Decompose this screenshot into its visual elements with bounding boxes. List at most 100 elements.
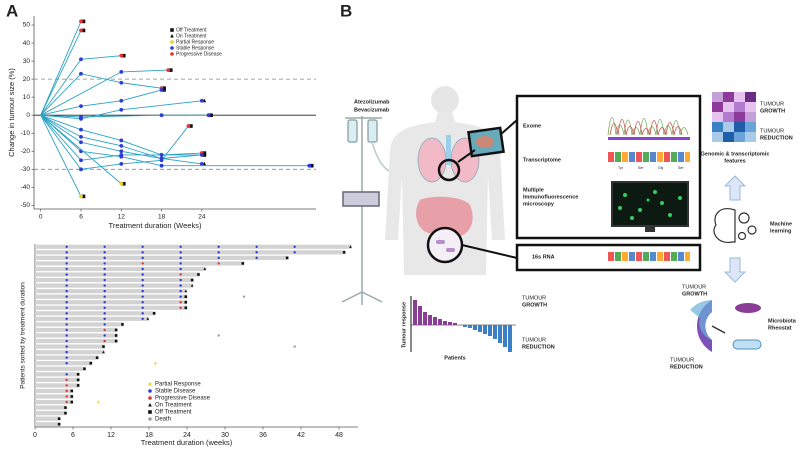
end-marker <box>83 367 86 371</box>
omics-label: Transcriptome <box>523 157 561 163</box>
progressive-marker <box>103 328 106 332</box>
x-tick-label: 12 <box>118 214 126 221</box>
status-marker <box>81 19 86 24</box>
legend-label: Partial Response <box>155 382 201 388</box>
legend-label: Progressive Disease <box>155 396 211 402</box>
patient-line <box>40 30 82 116</box>
x-tick-label: 6 <box>71 432 75 439</box>
drug-label: Atezolizumab <box>354 99 390 105</box>
bar <box>35 327 118 333</box>
stable-marker <box>103 301 106 304</box>
stable-marker <box>179 245 182 248</box>
status-marker <box>189 124 193 128</box>
stable-marker <box>141 284 144 287</box>
end-marker <box>76 373 80 376</box>
data-point <box>119 152 124 157</box>
data-point <box>186 124 191 128</box>
stable-marker <box>103 306 106 309</box>
data-point <box>79 115 83 119</box>
bar <box>35 300 187 305</box>
stable-marker <box>293 251 296 254</box>
stable-marker <box>141 267 144 271</box>
stable-marker <box>65 284 68 287</box>
status-marker <box>202 153 207 157</box>
x-tick-label: 36 <box>259 432 267 439</box>
stable-marker <box>293 245 296 248</box>
stable-marker <box>179 256 182 260</box>
stable-marker <box>141 251 144 254</box>
bar <box>35 311 156 316</box>
annotation: REDUCTION <box>522 344 555 350</box>
end-marker <box>184 300 188 304</box>
legend-label: Death <box>155 417 171 423</box>
end-marker <box>95 356 99 359</box>
stable-marker <box>65 289 68 293</box>
data-point <box>79 104 83 109</box>
codon: Ser <box>638 166 644 170</box>
stable-marker <box>141 278 144 282</box>
axis-label: Patients <box>444 355 465 361</box>
x-tick-label: 0 <box>33 432 37 439</box>
data-point <box>79 71 83 76</box>
patient-line <box>40 115 82 197</box>
x-tick-label: 30 <box>221 432 229 439</box>
caption: Rheostat <box>768 325 792 331</box>
end-marker <box>102 345 105 348</box>
data-point <box>79 158 83 163</box>
data-point <box>119 143 124 148</box>
legend-marker <box>170 46 174 50</box>
bar <box>35 422 61 427</box>
data-point <box>199 98 204 103</box>
stable-marker <box>65 339 68 343</box>
bar <box>35 416 61 421</box>
bar <box>35 272 200 277</box>
end-marker <box>102 350 105 354</box>
stable-marker <box>65 267 68 271</box>
stable-marker <box>65 350 68 354</box>
end-marker <box>146 317 150 320</box>
x-tick-label: 12 <box>107 432 115 439</box>
bar <box>35 350 105 355</box>
stable-marker <box>103 267 106 271</box>
stable-marker <box>179 278 182 282</box>
bar <box>35 377 80 382</box>
panel-label: B <box>340 1 352 20</box>
status-marker <box>209 113 213 118</box>
stable-marker <box>103 317 106 321</box>
legend-marker <box>148 396 152 400</box>
end-marker <box>184 306 188 310</box>
bar <box>35 383 80 388</box>
data-point <box>119 162 124 166</box>
data-point <box>166 68 171 73</box>
stable-marker <box>141 312 144 315</box>
annotation: GROWTH <box>522 302 547 308</box>
y-tick-label: 20 <box>23 76 31 83</box>
data-point <box>159 156 164 161</box>
omics-label: 16s RNA <box>532 254 555 260</box>
caption: Machine <box>770 221 792 227</box>
annotation: TUMOUR <box>522 295 546 301</box>
stable-marker <box>65 245 68 248</box>
sequence <box>608 252 690 261</box>
legend-label: Partial Response <box>176 39 214 45</box>
stable-marker <box>103 273 106 276</box>
y-tick-label: 0 <box>26 112 30 119</box>
progressive-marker <box>65 395 68 398</box>
data-point <box>79 194 83 199</box>
bar <box>35 344 105 349</box>
stable-marker <box>217 251 220 254</box>
stable-marker <box>65 362 68 365</box>
bar <box>35 255 289 260</box>
data-point <box>79 127 83 132</box>
bar <box>35 366 86 371</box>
data-point <box>119 80 124 85</box>
stable-marker <box>65 312 68 315</box>
annotation: REDUCTION <box>670 364 703 370</box>
waterfall-illustration <box>410 296 516 352</box>
stable-marker <box>65 273 68 276</box>
status-marker <box>121 53 126 58</box>
status-marker <box>81 28 86 33</box>
legend-label: On Treatment <box>176 33 207 39</box>
data-point <box>79 57 83 62</box>
data-point <box>79 140 83 145</box>
